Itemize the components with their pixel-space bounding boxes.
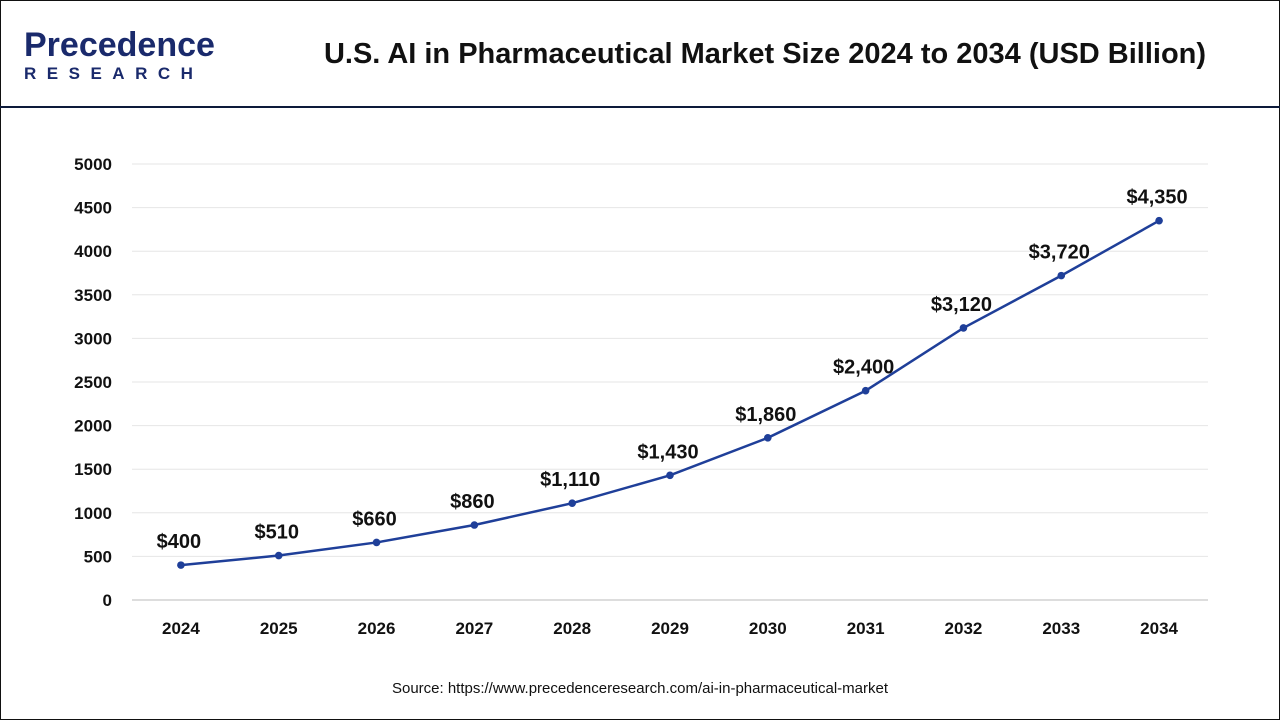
x-tick-label: 2032	[945, 619, 983, 638]
data-point	[861, 386, 870, 395]
chart-title: U.S. AI in Pharmaceutical Market Size 20…	[323, 38, 1207, 70]
x-tick-label: 2024	[162, 619, 200, 638]
series-line	[180, 219, 1160, 567]
data-label: $660	[352, 508, 397, 530]
data-point	[666, 471, 674, 480]
y-tick-label: 2000	[74, 417, 112, 436]
header: Precedence RESEARCH U.S. AI in Pharmaceu…	[0, 0, 1280, 108]
logo: Precedence RESEARCH	[24, 28, 215, 84]
y-tick-label: 4500	[74, 199, 112, 218]
data-label: $510	[254, 522, 299, 544]
y-tick-label: 2500	[74, 373, 112, 392]
data-point	[764, 434, 772, 442]
data-label: $1,110	[540, 469, 600, 491]
y-tick-label: 3000	[74, 329, 112, 348]
data-label: $2,400	[833, 357, 894, 379]
x-tick-label: 2027	[455, 619, 493, 638]
data-label: $400	[157, 531, 202, 553]
x-tick-label: 2026	[358, 619, 396, 638]
y-tick-label: 1000	[74, 504, 112, 523]
logo-text: Precedence	[24, 26, 215, 64]
data-label: $3,120	[931, 294, 992, 316]
x-tick-label: 2028	[553, 619, 591, 638]
y-tick-label: 1500	[74, 460, 112, 479]
data-label: $1,860	[735, 404, 796, 426]
x-tick-label: 2030	[749, 619, 787, 638]
y-tick-label: 5000	[74, 155, 112, 174]
y-tick-label: 4000	[74, 242, 112, 261]
data-point	[177, 561, 185, 569]
source-note: Source: https://www.precedenceresearch.c…	[391, 680, 889, 697]
data-point	[372, 538, 381, 547]
logo-subtext: RESEARCH	[24, 64, 204, 83]
data-label: $1,430	[637, 441, 698, 463]
x-tick-label: 2033	[1042, 619, 1080, 638]
x-tick-label: 2034	[1140, 619, 1178, 638]
data-point	[274, 551, 283, 560]
data-label: $860	[450, 491, 495, 513]
data-label: $4,350	[1127, 187, 1188, 209]
x-tick-label: 2025	[260, 619, 298, 638]
x-tick-label: 2029	[651, 619, 689, 638]
y-tick-label: 0	[103, 591, 112, 610]
data-point	[470, 521, 479, 529]
data-point	[1155, 216, 1163, 225]
data-label: $3,720	[1029, 242, 1090, 264]
data-point	[568, 499, 576, 508]
x-tick-label: 2031	[847, 619, 885, 638]
y-tick-label: 3500	[74, 286, 112, 305]
data-point	[959, 324, 968, 332]
y-tick-label: 500	[84, 547, 112, 566]
data-point	[1057, 271, 1066, 280]
